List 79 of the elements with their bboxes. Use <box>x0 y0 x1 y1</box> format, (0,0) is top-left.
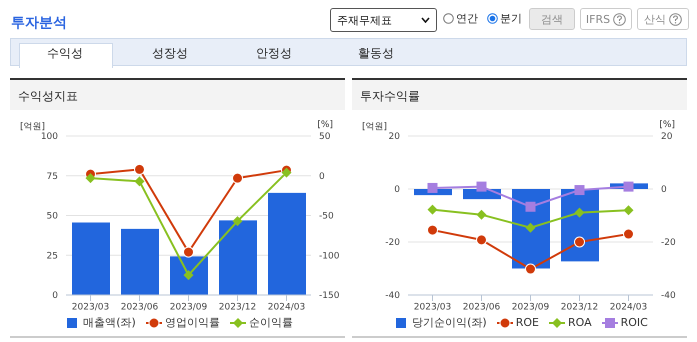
point <box>476 234 487 246</box>
point <box>476 210 486 220</box>
point <box>427 224 438 236</box>
chart-title: 수익성지표 <box>18 88 78 105</box>
legend-label: 영업이익률 <box>164 315 220 330</box>
point <box>526 222 536 233</box>
x-tick-label: 2023/03 <box>414 302 452 312</box>
y2-tick-label: -20 <box>661 238 676 248</box>
y2-tick-label: -40 <box>661 291 676 302</box>
text: 주재무제표 <box>337 12 392 28</box>
point <box>232 172 243 184</box>
x-tick-label: 2023/06 <box>120 302 158 312</box>
x-tick-label: 2023/12 <box>218 302 256 312</box>
y2-tick-label: -150 <box>319 291 340 302</box>
legend-label: 순이익률 <box>248 315 293 330</box>
x-tick-label: 2023/09 <box>512 302 550 312</box>
text: 안정성 <box>255 45 293 62</box>
text: 검색 <box>529 8 575 30</box>
point <box>526 202 536 212</box>
y-tick-label: -20 <box>385 238 400 248</box>
point <box>574 236 585 248</box>
point <box>282 168 292 178</box>
y2-tick-label: -100 <box>319 251 340 262</box>
text: 활동성 <box>357 45 395 62</box>
point <box>525 264 536 275</box>
point <box>86 173 96 184</box>
point <box>428 182 438 193</box>
text: 수익성 <box>46 45 84 62</box>
text: IFRS <box>580 8 632 30</box>
text: 투자분석 <box>11 14 67 32</box>
y-tick-label: 50 <box>46 212 58 222</box>
point <box>183 246 194 258</box>
y-tick-label: 75 <box>46 172 58 182</box>
y2-tick-label: 0 <box>319 172 325 182</box>
y-tick-label: 0 <box>52 291 58 302</box>
y2-axis-title: [%] <box>317 120 333 130</box>
x-tick-label: 2023/09 <box>170 302 208 312</box>
legend-label: ROE <box>514 315 539 330</box>
y-tick-label: -40 <box>385 291 400 302</box>
x-tick-label: 2023/06 <box>462 302 500 312</box>
point <box>476 182 486 192</box>
point <box>134 164 145 175</box>
bar <box>219 220 257 295</box>
bar <box>268 192 306 295</box>
y2-tick-label: 0 <box>661 185 667 196</box>
point <box>574 208 584 218</box>
point <box>624 205 634 216</box>
y2-tick-label: 20 <box>661 132 673 142</box>
x-tick-label: 2024/03 <box>610 302 648 312</box>
y-tick-label: 25 <box>46 251 58 262</box>
text: 성장성 <box>151 45 189 62</box>
y2-tick-label: -50 <box>319 212 334 222</box>
y2-tick-label: 50 <box>319 132 331 142</box>
legend-label: ROA <box>566 315 592 330</box>
bar <box>170 256 208 295</box>
y-tick-label: 0 <box>394 185 400 196</box>
point <box>574 185 584 196</box>
legend-label: ROIC <box>620 315 648 330</box>
point <box>232 216 242 226</box>
x-tick-label: 2023/12 <box>560 302 598 312</box>
x-tick-label: 2024/03 <box>268 302 306 312</box>
point <box>623 228 634 240</box>
y2-axis-title: [%] <box>659 120 675 130</box>
text: 연간 <box>455 11 478 26</box>
y-axis-title: [억원] <box>20 121 46 132</box>
y-tick-label: 20 <box>388 132 400 142</box>
x-tick-label: 2023/03 <box>72 302 110 312</box>
chart-title: 투자수익률 <box>360 88 420 105</box>
text: 산식 <box>637 8 689 30</box>
bar <box>121 228 159 295</box>
legend-label: 당기순이익(좌) <box>411 315 487 330</box>
text: 분기 <box>499 11 522 26</box>
legend-label: 매출액(좌) <box>82 315 136 330</box>
point <box>134 176 144 186</box>
y-tick-label: 100 <box>40 132 58 142</box>
bar <box>72 222 110 295</box>
point <box>624 182 634 192</box>
y-axis-title: [억원] <box>362 121 388 133</box>
point <box>428 204 438 215</box>
